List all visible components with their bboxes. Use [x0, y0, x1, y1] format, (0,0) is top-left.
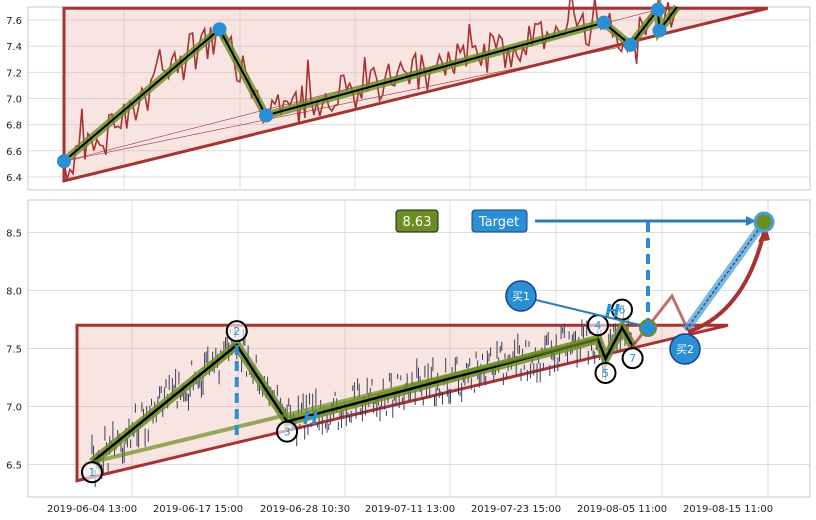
detail-curved-arrow: [687, 231, 766, 334]
detail-pivot-label-5: 5: [602, 367, 609, 380]
overview-y-tick-5: 7.4: [6, 42, 22, 53]
detail-pivot-circle-6: [611, 298, 633, 321]
detail-y-tick-2: 7.5: [6, 345, 22, 356]
detail-target-box-label: Target: [478, 215, 519, 230]
overview-triangle: [62, 6, 769, 183]
detail-buy2-bubble: [669, 333, 701, 365]
detail-pivot-circle-3: [276, 420, 299, 443]
detail-target-marker: [753, 211, 775, 233]
detail-panel: 6.5 7.0 7.5 8.0 8.5 2019-06-04 13:00 2019-06-1…: [6, 199, 811, 515]
detail-pivot-circle-5: [594, 361, 617, 384]
overview-y-tick-0: 6.4: [6, 173, 22, 184]
detail-buy1-marker: [639, 319, 657, 337]
overview-pivot-marker-3: [596, 15, 611, 30]
overview-pivot-marker-1: [212, 22, 227, 37]
overview-y-tick-1: 6.6: [6, 147, 22, 158]
detail-x-tick-2: 2019-06-28 10:30: [260, 504, 350, 515]
overview-pivot-marker-5: [650, 2, 665, 17]
detail-price-box-label: 8.63: [403, 215, 432, 230]
detail-target-box: [471, 209, 528, 233]
detail-target-arrowhead: [746, 216, 756, 226]
detail-pivot-label-6: 6: [619, 304, 626, 317]
detail-y-tick-4: 8.5: [6, 228, 22, 239]
detail-price-box: [395, 209, 439, 233]
detail-x-tick-1: 2019-06-17 15:00: [153, 504, 243, 515]
detail-h-mark-1: H: [303, 408, 318, 429]
detail-pivot-circle-2: [225, 320, 248, 343]
detail-buy1-connector: [535, 299, 641, 326]
overview-guide-line-2: [63, 44, 631, 162]
detail-buy1-label: 买1: [512, 290, 530, 303]
detail-x-tick-5: 2019-08-05 11:00: [577, 504, 667, 515]
detail-pivot-circle-7: [621, 347, 644, 370]
detail-rise-band-core: [685, 221, 765, 331]
detail-y-tick-0: 6.5: [6, 461, 22, 472]
overview-y-tick-4: 7.2: [6, 68, 22, 79]
overview-pivot-marker-6: [652, 23, 667, 38]
overview-y-tick-6: 7.6: [6, 16, 22, 27]
overview-pivot-marker-2: [259, 108, 274, 123]
detail-buy1-bubble: [505, 280, 537, 312]
detail-pivot-label-2: 2: [233, 325, 240, 338]
overview-pivot-marker-0: [57, 154, 71, 169]
detail-x-tick-6: 2019-08-15 11:00: [683, 504, 773, 515]
overview-pivot-marker-4: [623, 37, 638, 52]
overview-panel: 6.4 6.6 6.8 7.0 7.2 7.4 7.6: [6, 0, 811, 191]
detail-pivot-label-3: 3: [284, 426, 291, 439]
detail-y-tick-1: 7.0: [6, 403, 22, 414]
detail-triangle: [75, 323, 729, 483]
detail-pivot-label-7: 7: [629, 352, 636, 365]
detail-buy2-label: 买2: [676, 343, 694, 356]
detail-pivot-label-4: 4: [594, 319, 601, 332]
overview-y-tick-3: 7.0: [6, 95, 22, 106]
detail-pivot-circle-1: [81, 461, 103, 484]
detail-x-tick-0: 2019-06-04 13:00: [47, 504, 137, 515]
detail-y-tick-3: 8.0: [6, 286, 22, 297]
detail-x-tick-4: 2019-07-23 15:00: [471, 504, 561, 515]
detail-trend-line: [91, 337, 599, 465]
detail-pivot-label-1: 1: [89, 466, 96, 479]
detail-x-tick-3: 2019-07-11 13:00: [365, 504, 455, 515]
overview-y-tick-2: 6.8: [6, 121, 22, 132]
